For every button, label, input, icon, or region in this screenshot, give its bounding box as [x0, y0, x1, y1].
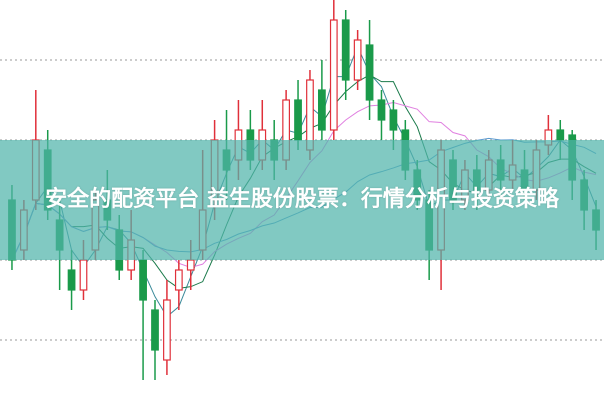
candle-up: [163, 299, 171, 361]
article-title: 安全的配资平台 益生股份股票：行情分析与投资策略: [45, 187, 559, 212]
candle-down: [556, 129, 565, 141]
candle-down: [341, 19, 350, 81]
candle-up: [79, 259, 88, 291]
candle-down: [365, 44, 374, 101]
candle-up: [186, 259, 195, 271]
candle-up: [353, 39, 362, 81]
candle-down: [377, 99, 386, 121]
candle-up: [174, 269, 183, 291]
candle-down: [389, 109, 398, 131]
candle-down: [151, 309, 159, 351]
candle-down: [318, 89, 326, 131]
candle-down: [294, 99, 302, 141]
candle-down: [67, 269, 76, 291]
title-banner: 安全的配资平台 益生股份股票：行情分析与投资策略: [0, 140, 604, 260]
candle-down: [139, 259, 147, 301]
candle-up: [329, 19, 338, 131]
